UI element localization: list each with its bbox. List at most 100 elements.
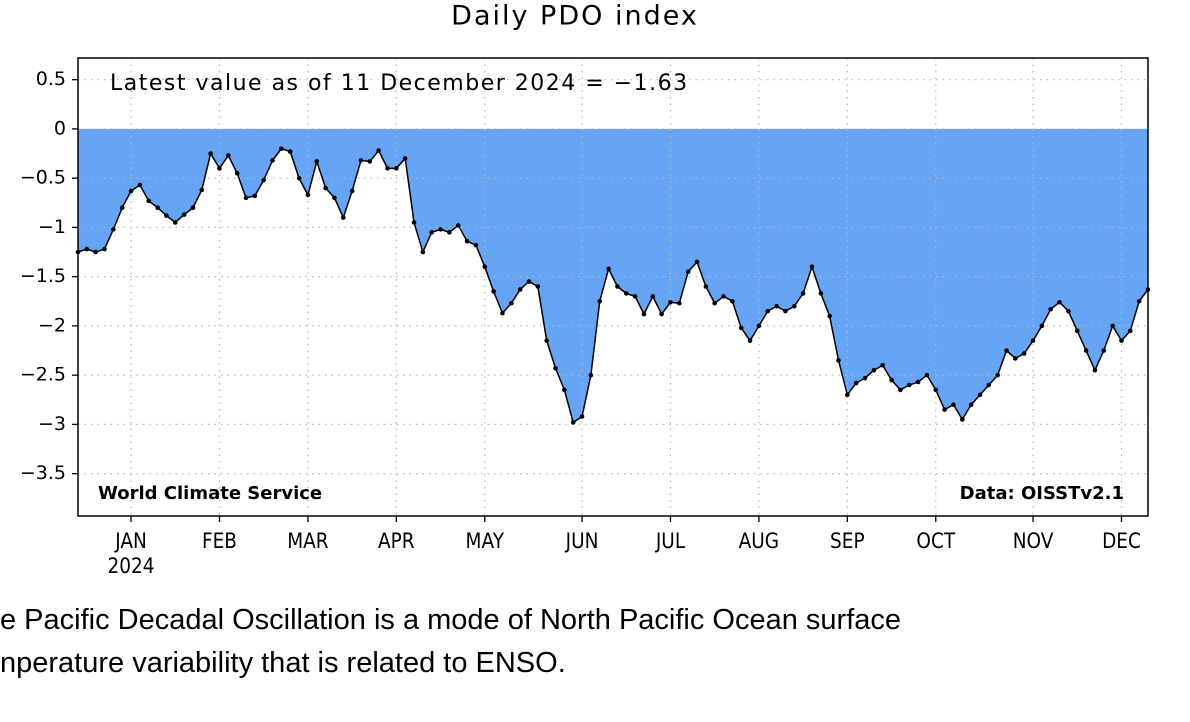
point	[588, 372, 594, 378]
point	[747, 338, 753, 343]
point	[853, 380, 859, 386]
point	[738, 325, 744, 331]
point	[155, 205, 160, 211]
point	[1030, 338, 1036, 343]
point	[332, 195, 337, 201]
point	[924, 372, 930, 378]
point	[827, 313, 832, 319]
point	[986, 382, 992, 388]
point	[659, 311, 664, 317]
point	[685, 269, 691, 275]
annotation: Data: OISSTv2.1	[960, 483, 1124, 504]
y-tick-label: −1	[38, 216, 66, 238]
point	[473, 242, 479, 248]
point	[261, 177, 267, 183]
point	[482, 264, 488, 270]
point	[1128, 328, 1133, 334]
point	[730, 298, 735, 304]
point	[1021, 351, 1027, 356]
point	[190, 205, 196, 211]
point	[429, 230, 435, 235]
area-fill	[78, 128, 1148, 423]
point	[783, 308, 788, 314]
annotation: World Climate Service	[98, 483, 322, 504]
point	[800, 291, 806, 296]
x-tick-label: MAR	[287, 529, 329, 553]
year-label: 2024	[108, 554, 155, 578]
y-tick-label: −3	[38, 413, 66, 435]
point	[102, 246, 107, 252]
x-tick-label: AUG	[739, 529, 779, 553]
line	[77, 147, 1149, 424]
point	[340, 215, 346, 220]
point	[464, 238, 470, 244]
point	[172, 220, 178, 225]
point	[544, 338, 549, 343]
point	[385, 166, 390, 171]
point	[677, 300, 682, 306]
point	[376, 148, 381, 153]
point	[1048, 306, 1054, 312]
point	[270, 158, 275, 163]
point	[1092, 367, 1098, 373]
x-tick-label: OCT	[916, 529, 956, 553]
point	[615, 284, 620, 289]
point	[526, 279, 532, 284]
y-tick-label: −1.5	[20, 265, 66, 287]
point	[181, 212, 187, 217]
point	[915, 379, 921, 385]
point	[305, 192, 311, 198]
point	[146, 198, 152, 204]
point	[942, 407, 947, 412]
x-tick-label: JUL	[654, 529, 685, 553]
point	[411, 220, 417, 225]
y-tick-label: −0.5	[20, 167, 66, 189]
point	[1057, 299, 1062, 305]
point	[455, 223, 461, 228]
point	[862, 375, 868, 381]
point	[137, 182, 143, 188]
point	[402, 156, 408, 161]
point	[694, 259, 700, 265]
point	[562, 387, 567, 393]
point	[314, 159, 320, 164]
point	[641, 311, 647, 317]
point	[1004, 348, 1009, 353]
point	[995, 372, 1000, 378]
point	[765, 308, 771, 314]
y-tick-label: −2.5	[20, 364, 66, 386]
point	[323, 185, 328, 191]
point	[243, 195, 249, 201]
x-tick-label: MAY	[466, 529, 505, 553]
point	[279, 146, 284, 151]
x-tick-label: SEP	[830, 529, 865, 553]
y-tick-label: 0	[54, 117, 66, 139]
point	[1101, 348, 1107, 353]
point	[871, 367, 877, 373]
y-tick-label: −2	[38, 314, 66, 336]
point	[606, 266, 611, 272]
caption-line: e Pacific Decadal Oscillation is a mode …	[0, 604, 902, 636]
point	[880, 363, 886, 368]
point	[296, 175, 302, 181]
caption-line: nperature variability that is related to…	[0, 647, 566, 679]
point	[597, 298, 603, 304]
point	[968, 402, 974, 408]
point	[287, 149, 293, 154]
point	[509, 300, 514, 306]
point	[491, 289, 496, 294]
point	[217, 166, 222, 171]
point	[1083, 348, 1089, 353]
point	[898, 387, 903, 393]
point	[358, 158, 364, 163]
point	[756, 323, 762, 329]
point	[447, 230, 452, 235]
point	[818, 291, 824, 296]
point	[438, 227, 443, 232]
chart-title: Daily PDO index	[451, 1, 699, 32]
annotation: Latest value as of 11 December 2024 = −1…	[110, 71, 689, 96]
point	[959, 417, 965, 422]
point	[234, 170, 240, 176]
point	[977, 392, 983, 398]
